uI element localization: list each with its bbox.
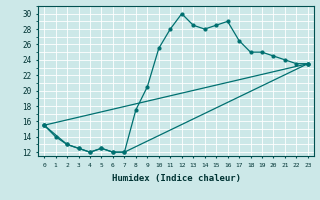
X-axis label: Humidex (Indice chaleur): Humidex (Indice chaleur) [111, 174, 241, 183]
